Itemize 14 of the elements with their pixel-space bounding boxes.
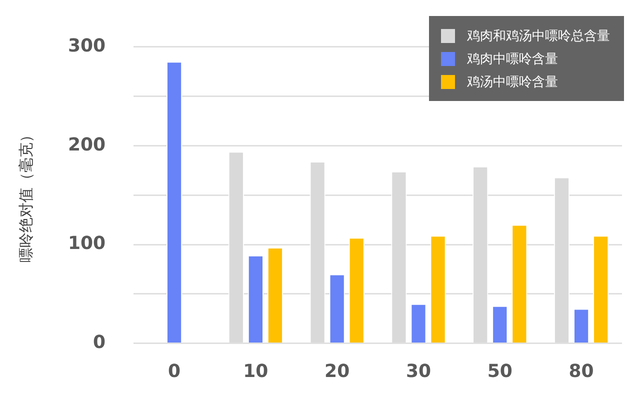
y-tick-label: 300: [68, 35, 106, 56]
x-tick-label: 50: [487, 360, 512, 382]
x-tick-label: 0: [168, 360, 181, 382]
y-tick-label: 100: [68, 233, 106, 254]
y-axis-title: 嘌呤绝对值（毫克）: [16, 128, 35, 263]
legend-label: 鸡汤中嘌呤含量: [467, 74, 558, 90]
y-tick-label: 0: [93, 332, 106, 354]
y-tick-label: 200: [68, 134, 106, 156]
x-tick-label: 30: [406, 360, 432, 382]
legend-label: 鸡肉中嘌呤含量: [467, 50, 558, 68]
x-tick-label: 20: [324, 360, 350, 382]
x-tick-label: 80: [568, 360, 594, 382]
x-tick-label: 10: [243, 360, 268, 382]
legend-label: 鸡肉和鸡汤中嘌呤总含量: [467, 28, 610, 44]
